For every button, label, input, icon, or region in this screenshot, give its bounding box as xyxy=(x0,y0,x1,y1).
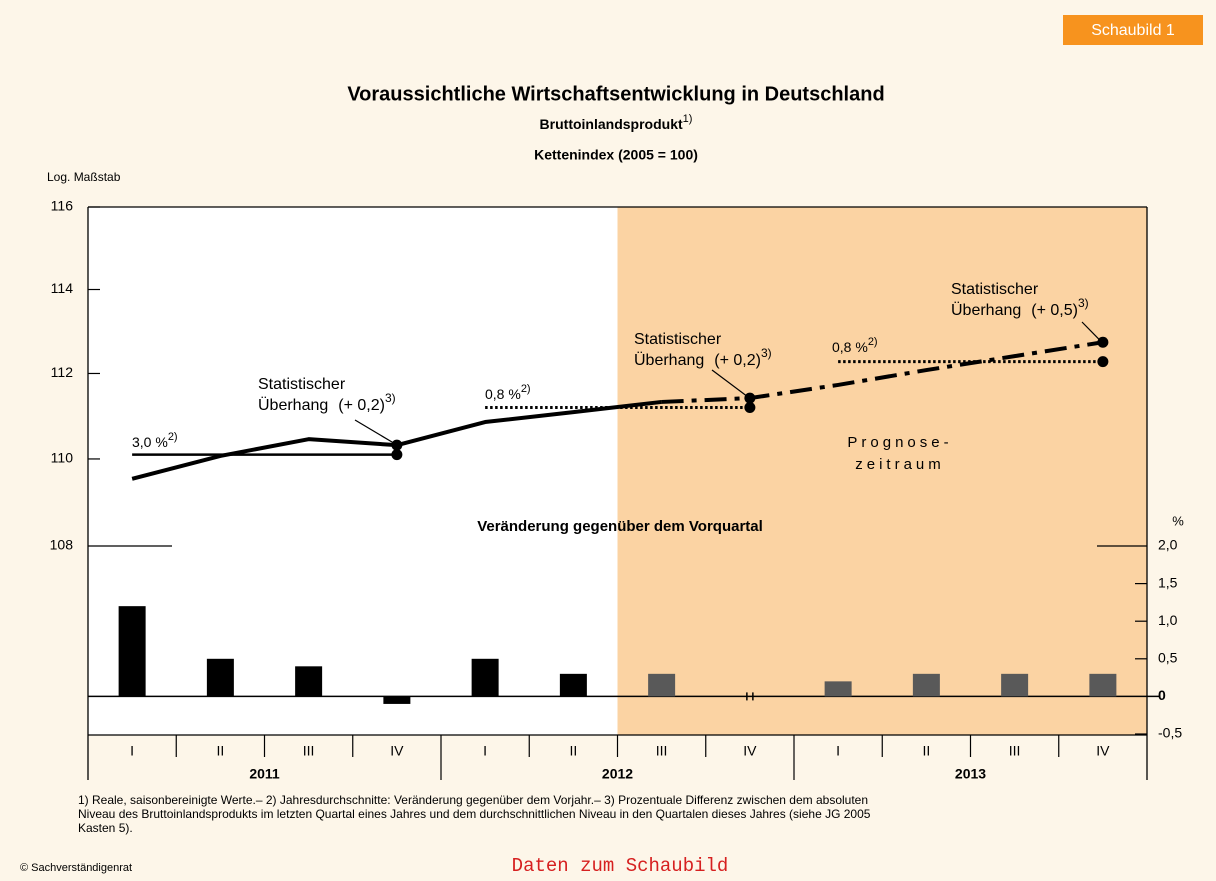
panel-title: Veränderung gegenüber dem Vorquartal xyxy=(477,518,763,535)
line-dot xyxy=(744,392,756,404)
average-label: 0,8 %2) xyxy=(832,336,878,355)
note: 2) xyxy=(168,431,178,443)
average-label: 3,0 %2) xyxy=(132,431,178,450)
x-group-label: 2011 xyxy=(249,766,280,782)
annotation: Statistischer xyxy=(634,331,722,348)
bar xyxy=(1089,673,1117,697)
annotation: Überhang (+ 0,5)3) xyxy=(951,296,1089,319)
y-tick-label: 114 xyxy=(51,280,74,296)
x-tick-label: I xyxy=(483,743,487,759)
bar xyxy=(295,666,323,697)
x-tick-label: I xyxy=(836,743,840,759)
annotation: Überhang (+ 0,2)3) xyxy=(258,391,396,414)
annotation: Statistischer xyxy=(951,281,1039,298)
y-tick-label: 108 xyxy=(50,537,74,553)
badge xyxy=(1063,15,1203,45)
y-tick-label: 116 xyxy=(51,198,74,214)
y2-tick-label: 1,5 xyxy=(1158,574,1178,590)
subtitle: Bruttoinlandsprodukt1) xyxy=(540,113,693,132)
x-group-label: 2012 xyxy=(602,766,633,782)
x-tick-label: II xyxy=(922,743,930,759)
footnote: Niveau des Bruttoinlandsprodukts im letz… xyxy=(78,807,871,821)
bar xyxy=(648,673,676,697)
annotation-text: Überhang xyxy=(634,351,704,369)
y2-tick-label: 1,0 xyxy=(1158,612,1178,628)
annotation-text: (+ 0,2) xyxy=(714,352,761,369)
x-group-label: 2013 xyxy=(955,766,986,782)
bar xyxy=(824,681,852,697)
note: 3) xyxy=(385,391,396,405)
average-label: 0,8 %2) xyxy=(485,383,531,402)
x-tick-label: IV xyxy=(390,743,404,759)
annotation-text: (+ 0,5) xyxy=(1031,302,1078,319)
badge-text: Schaubild 1 xyxy=(1091,22,1175,39)
bar xyxy=(471,658,499,697)
y2-tick-label: 0,5 xyxy=(1158,650,1178,666)
forecast-shade xyxy=(617,207,1147,735)
footnote: Kasten 5). xyxy=(78,821,133,835)
annotation: Überhang (+ 0,2)3) xyxy=(634,346,772,369)
bar xyxy=(912,673,940,697)
y2-tick-label: -0,5 xyxy=(1158,725,1182,741)
bar xyxy=(383,696,411,704)
note: 3) xyxy=(1078,296,1089,310)
average-dot xyxy=(391,449,403,461)
bar xyxy=(206,658,234,697)
forecast-label: zeitraum xyxy=(855,456,945,473)
annotation: Statistischer xyxy=(258,376,346,393)
footnote: 1) Reale, saisonbereinigte Werte.– 2) Ja… xyxy=(78,793,868,807)
copyright: © Sachverständigenrat xyxy=(20,862,132,874)
bar xyxy=(1001,673,1029,697)
chart-title: Voraussichtliche Wirtschaftsentwicklung … xyxy=(347,83,884,105)
average-text: 3,0 % xyxy=(132,434,168,450)
average-dot xyxy=(1097,356,1109,368)
note: 1) xyxy=(683,113,693,125)
line xyxy=(661,340,1104,404)
line-dot xyxy=(1097,336,1109,348)
x-tick-label: II xyxy=(569,743,577,759)
x-tick-label: III xyxy=(303,743,315,759)
average-dot xyxy=(744,401,756,413)
note: 3) xyxy=(761,346,772,360)
x-tick-label: II xyxy=(216,743,224,759)
x-tick-label: IV xyxy=(1096,743,1110,759)
subtitle-text: Bruttoinlandsprodukt xyxy=(540,116,683,132)
x-tick-label: I xyxy=(130,743,134,759)
y2-axis-label: % xyxy=(1172,513,1184,528)
leader-line xyxy=(711,369,748,397)
line-dot xyxy=(391,439,403,451)
leader-line xyxy=(1081,321,1101,341)
y-tick-label: 110 xyxy=(51,450,74,466)
y2-tick-label: 0 xyxy=(1158,687,1166,703)
annotation-text: Überhang xyxy=(951,301,1021,319)
x-tick-label: III xyxy=(1009,743,1021,759)
bar xyxy=(118,606,146,697)
annotation-text: Überhang xyxy=(258,396,328,414)
x-tick-label: III xyxy=(656,743,668,759)
y2-tick-label: 2,0 xyxy=(1158,537,1178,553)
y-axis-label: Log. Maßstab xyxy=(47,170,121,184)
data-link[interactable]: Daten zum Schaubild xyxy=(512,855,729,877)
leader-line xyxy=(354,419,395,444)
average-text: 0,8 % xyxy=(485,386,521,402)
forecast-label: Prognose- xyxy=(847,434,952,451)
y-tick-label: 112 xyxy=(51,364,74,380)
subtitle2: Kettenindex (2005 = 100) xyxy=(534,147,698,163)
bar xyxy=(559,673,587,697)
annotation-text: (+ 0,2) xyxy=(338,397,385,414)
note: 2) xyxy=(521,383,531,395)
note: 2) xyxy=(868,336,878,348)
average-text: 0,8 % xyxy=(832,339,868,355)
x-tick-label: IV xyxy=(743,743,757,759)
